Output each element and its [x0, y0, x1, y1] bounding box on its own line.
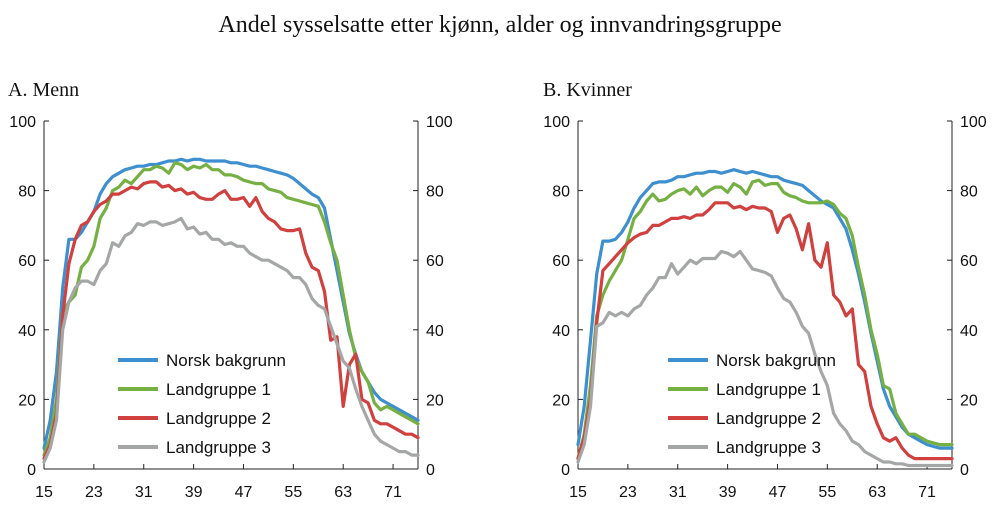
y-tick-label-right-menn: 20 — [426, 392, 444, 409]
y-tick-label-right-menn: 80 — [426, 184, 444, 201]
x-tick-label-kvinner: 31 — [669, 484, 687, 501]
y-tick-label-right-kvinner: 100 — [960, 114, 987, 131]
x-tick-label-menn: 55 — [284, 484, 302, 501]
legend-label-kvinner-3: Landgruppe 2 — [716, 409, 821, 428]
legend-label-kvinner-2: Landgruppe 1 — [716, 380, 821, 399]
y-tick-label-left-kvinner: 60 — [552, 253, 570, 270]
x-tick-label-menn: 47 — [235, 484, 253, 501]
series-line-kvinner-2 — [576, 178, 954, 461]
x-tick-label-menn: 39 — [185, 484, 203, 501]
y-tick-label-left-menn: 0 — [27, 462, 36, 479]
legend-label-kvinner-1: Norsk bakgrunn — [716, 351, 836, 370]
x-tick-label-menn: 63 — [334, 484, 352, 501]
x-tick-label-menn: 31 — [135, 484, 153, 501]
x-tick-label-menn: 71 — [384, 484, 402, 501]
y-tick-label-right-kvinner: 20 — [960, 392, 978, 409]
x-tick-label-kvinner: 55 — [818, 484, 836, 501]
y-tick-label-right-kvinner: 80 — [960, 184, 978, 201]
series-line-menn-4 — [42, 216, 420, 464]
y-tick-label-right-kvinner: 60 — [960, 253, 978, 270]
y-tick-label-left-menn: 100 — [9, 114, 36, 131]
x-tick-label-menn: 15 — [35, 484, 53, 501]
legend-label-menn-1: Norsk bakgrunn — [166, 351, 286, 370]
y-tick-label-left-menn: 40 — [18, 323, 36, 340]
y-tick-label-right-menn: 40 — [426, 323, 444, 340]
x-tick-label-kvinner: 47 — [769, 484, 787, 501]
y-tick-label-right-kvinner: 40 — [960, 323, 978, 340]
series-line-menn-3 — [42, 180, 420, 461]
y-tick-label-left-kvinner: 40 — [552, 323, 570, 340]
y-tick-label-right-menn: 0 — [426, 462, 435, 479]
series-line-kvinner-4 — [576, 249, 954, 468]
series-line-kvinner-3 — [576, 201, 954, 461]
y-tick-label-left-kvinner: 80 — [552, 184, 570, 201]
chart-title: Andel sysselsatte etter kjønn, alder og … — [218, 12, 782, 38]
legend-label-menn-2: Landgruppe 1 — [166, 380, 271, 399]
x-tick-label-kvinner: 23 — [619, 484, 637, 501]
y-tick-label-right-kvinner: 0 — [960, 462, 969, 479]
y-tick-label-right-menn: 100 — [426, 114, 453, 131]
x-tick-label-kvinner: 39 — [719, 484, 737, 501]
x-tick-label-kvinner: 15 — [569, 484, 587, 501]
x-tick-label-kvinner: 71 — [918, 484, 936, 501]
y-tick-label-left-menn: 60 — [18, 253, 36, 270]
x-tick-label-menn: 23 — [85, 484, 103, 501]
y-tick-label-left-kvinner: 0 — [561, 462, 570, 479]
legend-label-kvinner-4: Landgruppe 3 — [716, 438, 821, 457]
series-line-kvinner-1 — [576, 168, 954, 450]
y-tick-label-left-menn: 80 — [18, 184, 36, 201]
legend-label-menn-3: Landgruppe 2 — [166, 409, 271, 428]
y-tick-label-left-kvinner: 20 — [552, 392, 570, 409]
legend-label-menn-4: Landgruppe 3 — [166, 438, 271, 457]
x-tick-label-kvinner: 63 — [868, 484, 886, 501]
y-tick-label-right-menn: 60 — [426, 253, 444, 270]
y-tick-label-left-kvinner: 100 — [543, 114, 570, 131]
panel-title-menn: A. Menn — [8, 79, 79, 101]
panel-title-kvinner: B. Kvinner — [543, 79, 632, 101]
y-tick-label-left-menn: 20 — [18, 392, 36, 409]
